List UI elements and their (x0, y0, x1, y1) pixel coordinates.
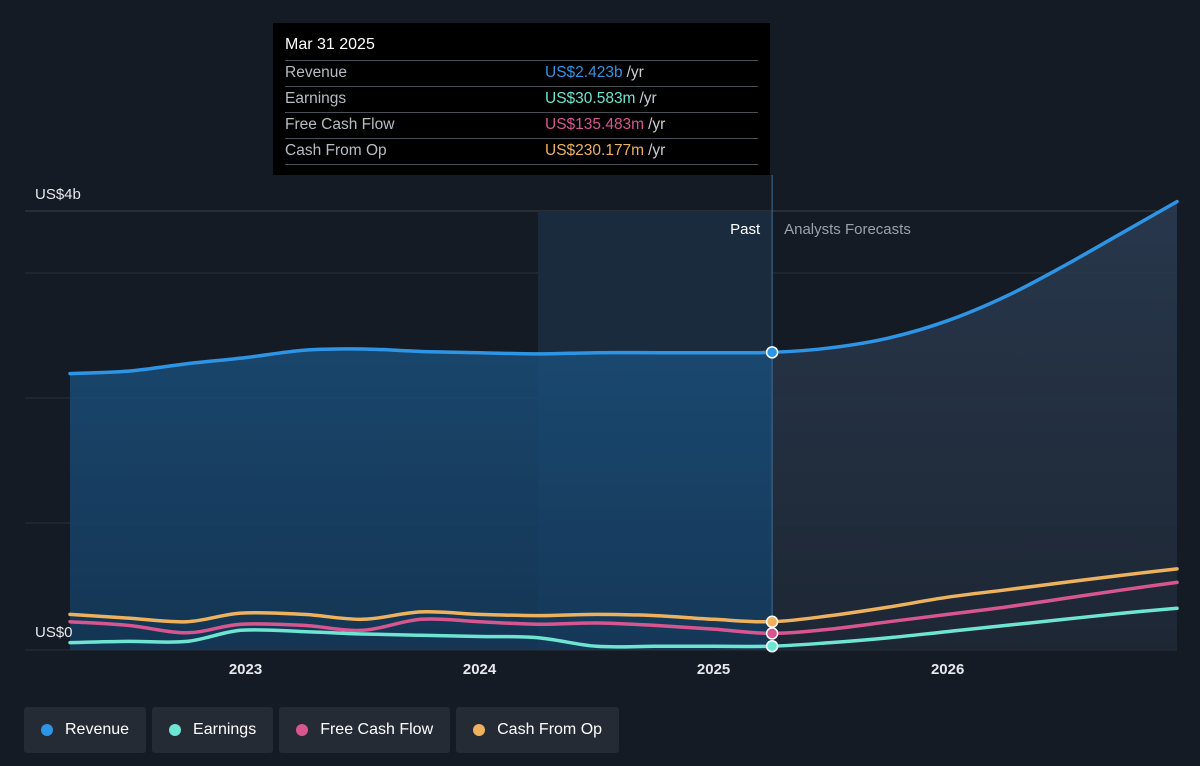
series-line-revenue (68, 199, 1179, 376)
forecast-label: Analysts Forecasts (784, 221, 911, 238)
chart: Past Analysts Forecasts US$4b US$0 2023 2024 2… (25, 175, 1179, 678)
tooltip: Mar 31 2025 Revenue US$2.423b /yr Earnin… (273, 23, 770, 175)
legend-dot-icon (169, 724, 182, 736)
tooltip-value: US$135.483m (545, 116, 645, 133)
legend-label: Cash From Op (497, 721, 603, 738)
series-marker-revenue (765, 346, 779, 359)
x-tick-label: 2024 (463, 661, 497, 678)
tooltip-label: Earnings (285, 90, 347, 107)
tooltip-value: US$30.583m (545, 90, 636, 107)
legend-label: Revenue (65, 721, 130, 738)
tooltip-value: US$2.423b (545, 64, 623, 81)
series-line-cash-from-op (68, 567, 1179, 624)
revenue-area-forecast (772, 201, 1177, 650)
series-marker-cash-from-op (765, 615, 779, 628)
tooltip-unit: /yr (648, 142, 666, 159)
tooltip-row-earnings: Earnings US$30.583m /yr (285, 86, 758, 112)
tooltip-unit: /yr (648, 116, 666, 133)
tooltip-label: Cash From Op (285, 142, 387, 159)
legend-dot-icon (41, 724, 53, 736)
past-label: Past (730, 221, 761, 238)
y-axis-bottom-label: US$0 (35, 624, 73, 641)
series-line-free-cash-flow (68, 580, 1179, 636)
tooltip-value: US$230.177m (545, 142, 645, 159)
legend-dot-icon (473, 724, 486, 736)
tooltip-row-free-cash-flow: Free Cash Flow US$135.483m /yr (285, 112, 758, 138)
series-marker-earnings (765, 639, 779, 653)
legend: Revenue Earnings Free Cash Flow Cash Fro… (24, 707, 620, 753)
tooltip-date: Mar 31 2025 (285, 36, 375, 53)
legend-label: Free Cash Flow (320, 721, 434, 738)
tooltip-unit: /yr (626, 64, 644, 81)
tooltip-unit: /yr (639, 90, 657, 107)
tooltip-label: Free Cash Flow (285, 116, 395, 133)
tooltip-row-cash-from-op: Cash From Op US$230.177m /yr (285, 138, 758, 165)
legend-item-cash-from-op[interactable]: Cash From Op (456, 707, 620, 753)
legend-dot-icon (296, 724, 309, 736)
tooltip-row-revenue: Revenue US$2.423b /yr (285, 60, 758, 86)
x-tick-label: 2026 (931, 661, 964, 678)
legend-label: Earnings (193, 721, 257, 738)
legend-item-free-cash-flow[interactable]: Free Cash Flow (279, 707, 451, 753)
legend-item-revenue[interactable]: Revenue (24, 707, 147, 753)
legend-item-earnings[interactable]: Earnings (152, 707, 274, 753)
x-tick-label: 2023 (229, 661, 262, 678)
y-axis-top-label: US$4b (35, 186, 81, 203)
revenue-area-past (70, 349, 773, 650)
series-marker-free-cash-flow (765, 627, 779, 640)
tooltip-label: Revenue (285, 64, 348, 81)
x-tick-label: 2025 (697, 661, 730, 678)
series-line-earnings (68, 606, 1179, 649)
